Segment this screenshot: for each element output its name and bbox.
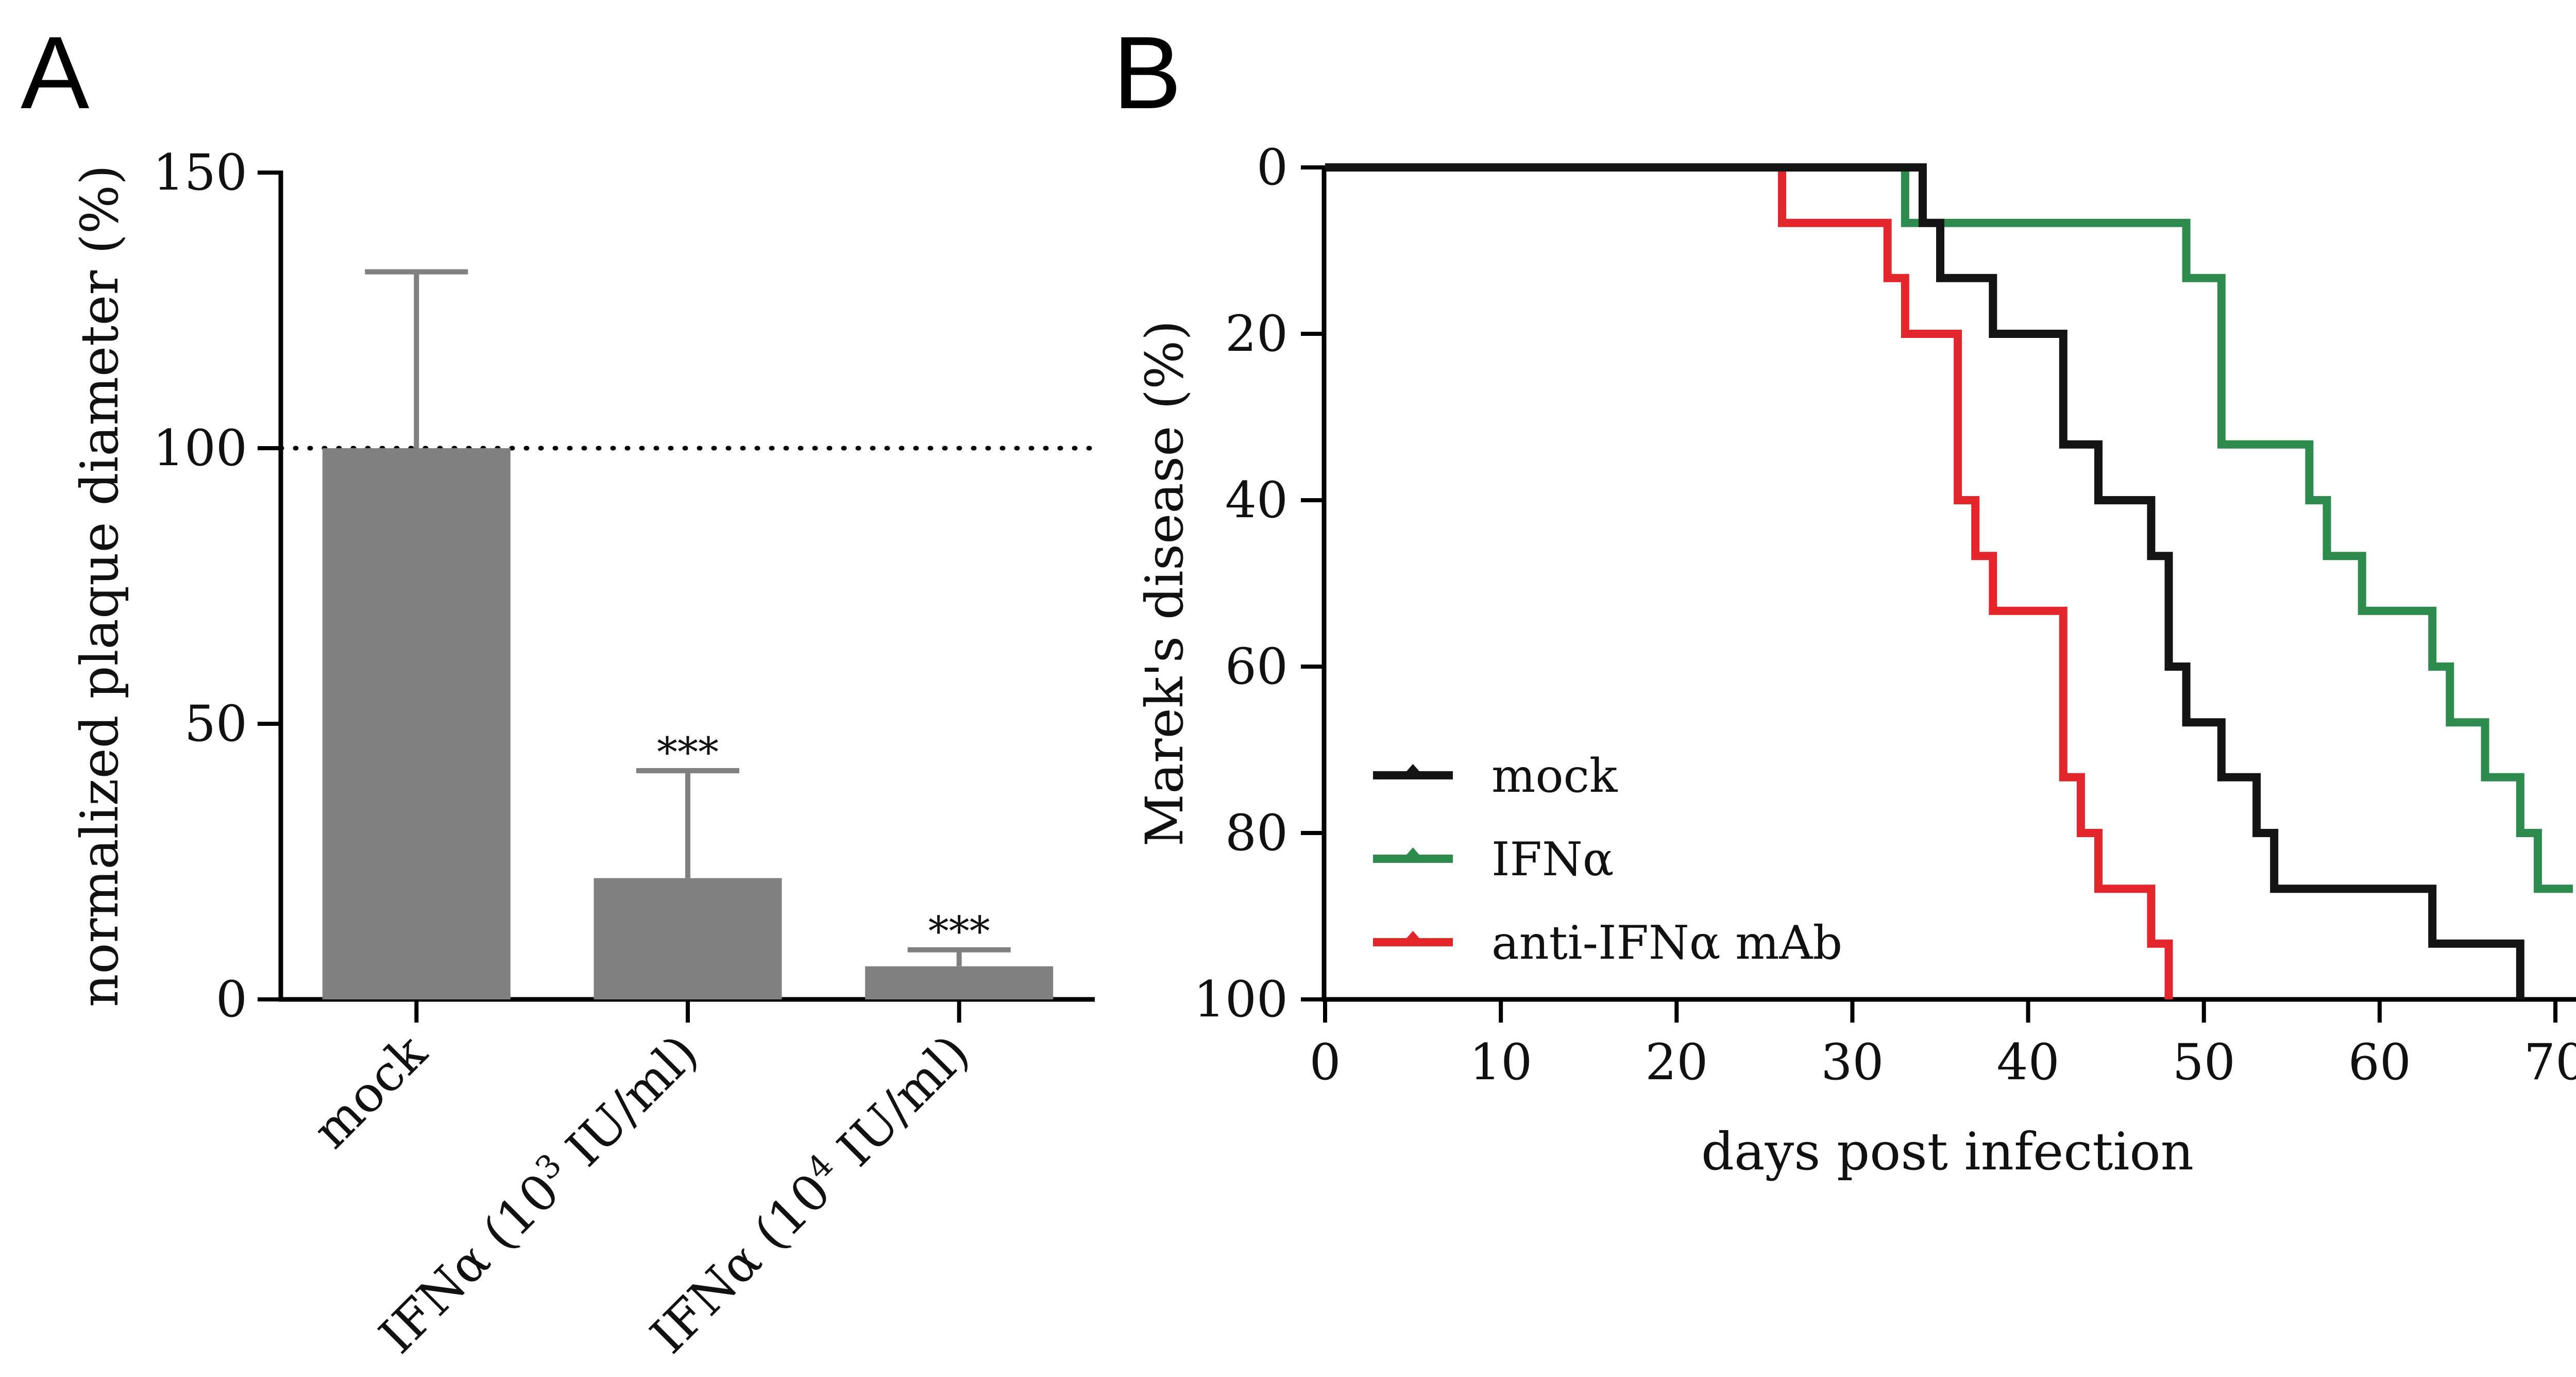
y-tick-label: 50 [184, 695, 247, 753]
y-tick-label: 0 [1257, 139, 1288, 196]
legend-label: anti-IFNα mAb [1492, 916, 1842, 970]
y-tick-label: 20 [1225, 305, 1288, 363]
panel-a-bar-chart: 0 50 100 150 normalized plaque diameter (%) m… [70, 144, 1097, 1365]
y-axis-label: normalized plaque diameter (%) [70, 165, 130, 1007]
y-tick-label: 80 [1225, 804, 1288, 862]
y-tick-label: 150 [153, 144, 247, 201]
x-tick-label: 60 [2348, 1033, 2411, 1091]
y-tick-label: 40 [1225, 471, 1288, 529]
x-tick-label: 30 [1821, 1033, 1884, 1091]
series-line-1 [1325, 163, 2573, 893]
series-line-0 [1325, 163, 2524, 999]
legend-label: mock [1492, 749, 1618, 803]
bar-1 [594, 878, 782, 999]
x-tick-label: 40 [1996, 1033, 2059, 1091]
y-tick-label: 100 [153, 419, 247, 477]
legend-marker [1405, 847, 1420, 856]
legend-label: IFNα [1492, 832, 1614, 887]
legend-marker [1405, 764, 1420, 772]
x-tick-label: 70 [2524, 1033, 2576, 1091]
x-tick-label: 20 [1645, 1033, 1708, 1091]
x-tick-label: 50 [2173, 1033, 2235, 1091]
panel-a-letter: A [21, 15, 90, 130]
bar-0 [322, 448, 511, 999]
y-tick-label: 0 [216, 971, 247, 1028]
y-tick-label: 100 [1194, 971, 1288, 1028]
legend-marker [1405, 931, 1420, 939]
x-category-label: mock [302, 1023, 438, 1159]
bar-2 [865, 966, 1054, 999]
series-line-2 [1325, 163, 2173, 999]
x-axis-label: days post infection [1701, 1121, 2194, 1182]
significance-label: *** [657, 728, 719, 776]
x-tick-label: 0 [1309, 1033, 1341, 1091]
panel-b-line-chart: 0 20 40 60 80 100 0 10 20 30 40 50 60 70 days post inf… [1134, 139, 2576, 1182]
y-axis-label: Marek's disease (%) [1134, 320, 1195, 847]
panel-b-letter: B [1113, 15, 1181, 130]
y-tick-label: 60 [1225, 638, 1288, 695]
significance-label: *** [928, 908, 990, 956]
x-tick-label: 10 [1469, 1033, 1532, 1091]
